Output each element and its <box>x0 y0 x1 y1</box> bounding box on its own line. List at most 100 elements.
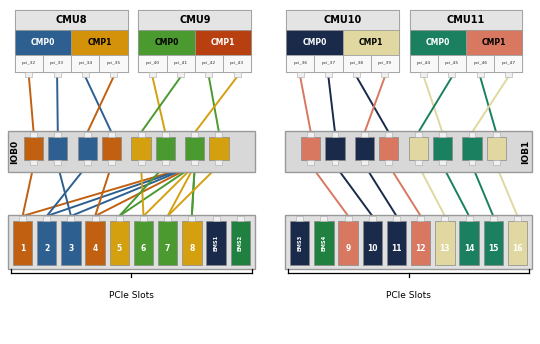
Bar <box>30 160 37 165</box>
Bar <box>494 55 523 72</box>
Text: pci_46: pci_46 <box>473 62 487 65</box>
Bar <box>110 72 117 77</box>
Bar <box>409 137 428 160</box>
Bar <box>361 132 368 137</box>
Bar <box>223 55 251 72</box>
Bar <box>82 72 89 77</box>
Bar <box>410 10 523 30</box>
Text: pci_39: pci_39 <box>378 62 392 65</box>
Text: pci_36: pci_36 <box>293 62 307 65</box>
Bar <box>13 221 32 265</box>
Text: CMU9: CMU9 <box>179 15 211 25</box>
Text: 11: 11 <box>392 244 402 253</box>
Text: pci_33: pci_33 <box>50 62 64 65</box>
Bar <box>8 215 255 269</box>
Bar <box>215 160 222 165</box>
Bar <box>286 30 342 55</box>
Bar <box>508 221 527 265</box>
Bar <box>15 10 127 72</box>
Bar <box>492 160 500 165</box>
Bar <box>379 137 399 160</box>
Bar <box>205 72 212 77</box>
Text: EMS2: EMS2 <box>238 235 242 251</box>
Bar <box>84 160 91 165</box>
Bar <box>43 55 71 72</box>
Bar <box>213 216 219 221</box>
Bar <box>15 10 127 30</box>
Bar <box>210 137 228 160</box>
Bar <box>78 137 97 160</box>
Bar <box>185 137 205 160</box>
Bar <box>138 10 251 72</box>
Bar <box>215 132 222 137</box>
Text: pci_42: pci_42 <box>202 62 216 65</box>
Bar <box>441 216 448 221</box>
Text: CMP1: CMP1 <box>87 38 112 47</box>
Bar <box>164 216 171 221</box>
Bar <box>490 216 497 221</box>
Text: pci_38: pci_38 <box>349 62 363 65</box>
Bar <box>156 137 175 160</box>
Bar <box>381 72 388 77</box>
Bar <box>385 132 392 137</box>
Bar <box>61 221 80 265</box>
Text: pci_43: pci_43 <box>230 62 244 65</box>
Bar <box>140 216 147 221</box>
Bar <box>342 55 371 72</box>
Text: EMS3: EMS3 <box>298 235 302 251</box>
Bar <box>191 160 198 165</box>
Bar <box>363 221 382 265</box>
Bar <box>55 132 61 137</box>
Bar <box>195 55 223 72</box>
Bar <box>71 30 127 55</box>
Bar <box>296 72 303 77</box>
Text: CMP1: CMP1 <box>359 38 383 47</box>
Bar <box>85 221 105 265</box>
Text: 15: 15 <box>488 244 498 253</box>
Bar <box>325 72 332 77</box>
Bar <box>24 137 43 160</box>
Text: CMP1: CMP1 <box>482 38 507 47</box>
Bar <box>449 72 455 77</box>
Text: pci_45: pci_45 <box>445 62 459 65</box>
Bar <box>438 55 466 72</box>
Bar <box>138 160 145 165</box>
Text: 5: 5 <box>117 244 122 253</box>
Bar <box>206 221 226 265</box>
Bar <box>177 72 184 77</box>
Bar <box>332 160 339 165</box>
Bar <box>290 221 309 265</box>
Bar <box>166 55 195 72</box>
Bar <box>162 160 168 165</box>
Text: CMP1: CMP1 <box>211 38 235 47</box>
Bar <box>393 216 400 221</box>
Bar <box>487 137 506 160</box>
Bar <box>158 221 177 265</box>
Bar <box>15 55 43 72</box>
Bar <box>411 221 430 265</box>
Text: EMS1: EMS1 <box>213 235 219 251</box>
Text: IOB0: IOB0 <box>10 139 19 164</box>
Bar <box>102 137 121 160</box>
Bar <box>25 72 32 77</box>
Bar <box>345 216 352 221</box>
Bar <box>19 216 26 221</box>
Bar <box>385 160 392 165</box>
Bar <box>30 132 37 137</box>
Bar <box>460 221 479 265</box>
Bar <box>505 72 512 77</box>
Bar <box>435 221 455 265</box>
Bar <box>108 160 115 165</box>
Text: 4: 4 <box>92 244 98 253</box>
Bar <box>149 72 156 77</box>
Text: CMP0: CMP0 <box>154 38 179 47</box>
Text: EMS4: EMS4 <box>321 235 327 251</box>
Bar <box>332 132 339 137</box>
Bar <box>182 221 201 265</box>
Bar <box>469 160 476 165</box>
Text: 9: 9 <box>346 244 351 253</box>
Bar <box>307 132 314 137</box>
Bar <box>188 216 195 221</box>
Bar <box>314 55 342 72</box>
Bar <box>325 137 345 160</box>
